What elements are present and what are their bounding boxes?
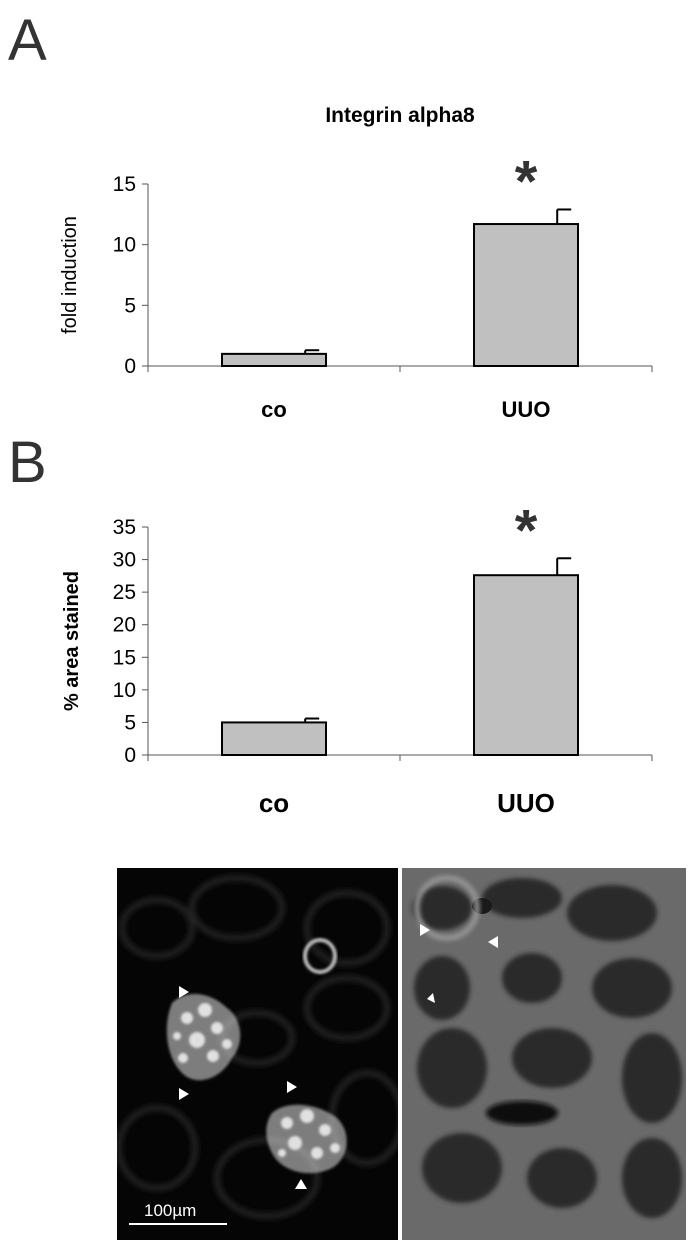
chart-a-bar-co — [221, 352, 327, 368]
panel-label-b: B — [8, 430, 47, 495]
micrograph-control-image — [117, 875, 398, 1219]
chart-a-title: Integrin alpha8 — [325, 104, 475, 127]
chart-b-ytick-label: 10 — [113, 679, 136, 702]
chart-b-ytick-label: 35 — [113, 516, 136, 539]
chart-b-bar-co — [221, 721, 327, 757]
chart-a-significance-UUO: * — [515, 149, 538, 214]
chart-a-ylabel: fold induction — [59, 216, 81, 334]
chart-a-bar-UUO — [473, 223, 579, 367]
scale-bar — [129, 1223, 227, 1225]
chart-b: 0 5 10 15 20 25 30 35 % area stained co UUO * — [61, 505, 653, 818]
chart-a-ytick-label: 15 — [113, 173, 136, 196]
chart-b-bar-UUO — [473, 574, 579, 756]
micrograph-uuo-image — [402, 868, 686, 1240]
chart-b-significance-UUO: * — [515, 505, 538, 563]
chart-b-ytick-label: 30 — [113, 549, 136, 572]
chart-a-ytick-label: 10 — [113, 234, 136, 257]
chart-b-category-label-co: co — [259, 788, 289, 818]
chart-b-ylabel: % area stained — [61, 571, 83, 711]
chart-a-category-label-UUO: UUO — [502, 397, 551, 422]
chart-a-category-label-co: co — [261, 397, 287, 422]
micrograph-uuo — [402, 868, 686, 1240]
chart-b-ytick-label: 5 — [124, 711, 136, 734]
chart-a: Integrin alpha8 0 5 10 15 fold induction co UUO… — [59, 104, 653, 422]
scale-label: 100µm — [144, 1201, 197, 1220]
chart-a-ytick-label: 5 — [124, 294, 136, 317]
chart-b-ytick-label: 15 — [113, 646, 136, 669]
micrograph-control: 100µm — [117, 868, 398, 1240]
chart-b-ytick-label: 25 — [113, 581, 136, 604]
chart-b-ytick-label: 20 — [113, 614, 136, 637]
chart-b-category-label-UUO: UUO — [497, 788, 555, 818]
chart-a-ytick-label: 0 — [124, 355, 136, 378]
panel-label-a: A — [8, 8, 47, 73]
chart-b-ytick-label: 0 — [124, 744, 136, 767]
